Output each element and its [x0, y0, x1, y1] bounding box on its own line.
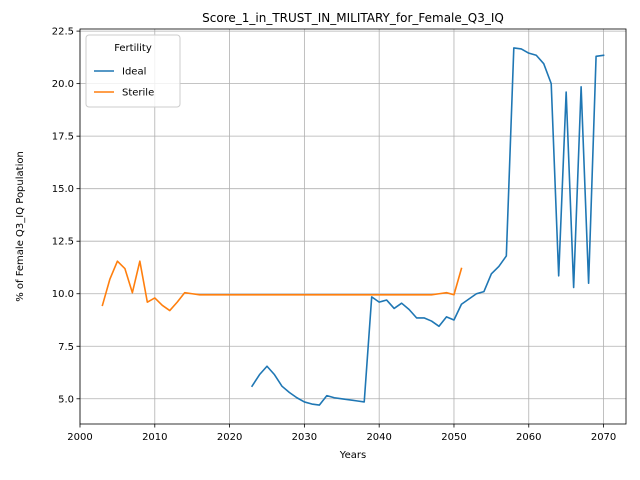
x-tick-label: 2050: [441, 432, 466, 443]
chart-title: Score_1_in_TRUST_IN_MILITARY_for_Female_…: [202, 11, 504, 25]
plot-frame: [79, 28, 627, 425]
x-axis-label: Years: [339, 450, 366, 461]
y-tick-label: 22.5: [52, 27, 74, 38]
y-tick-label: 20.0: [52, 79, 74, 90]
x-tick-label: 2040: [366, 432, 391, 443]
legend-label-ideal: Ideal: [122, 67, 146, 78]
x-tick-label: 2060: [516, 432, 541, 443]
legend-label-sterile: Sterile: [122, 88, 154, 99]
series-lines: [101, 47, 605, 406]
legend-title: Fertility: [114, 43, 152, 54]
y-tick-label: 12.5: [52, 237, 74, 248]
series-line-ideal: [250, 47, 605, 406]
grid: [79, 29, 626, 424]
x-tick-label: 2030: [292, 432, 317, 443]
y-tick-label: 17.5: [52, 132, 74, 143]
y-tick-label: 7.5: [58, 342, 74, 353]
axis-ticks: 2000 2010 2020 2030 2040 2050 2060 2070 5.0 7.5 10…: [52, 27, 617, 443]
y-tick-label: 15.0: [52, 184, 74, 195]
y-axis-label: % of Female Q3_IQ Population: [15, 151, 26, 302]
legend: Fertility Ideal Sterile: [85, 34, 181, 108]
x-tick-label: 2070: [591, 432, 616, 443]
series-line-sterile: [101, 260, 463, 312]
legend-box: [85, 34, 181, 108]
x-tick-label: 2000: [67, 432, 92, 443]
x-tick-label: 2020: [217, 432, 242, 443]
x-tick-label: 2010: [142, 432, 167, 443]
y-tick-label: 10.0: [52, 289, 74, 300]
y-tick-label: 5.0: [58, 394, 74, 405]
